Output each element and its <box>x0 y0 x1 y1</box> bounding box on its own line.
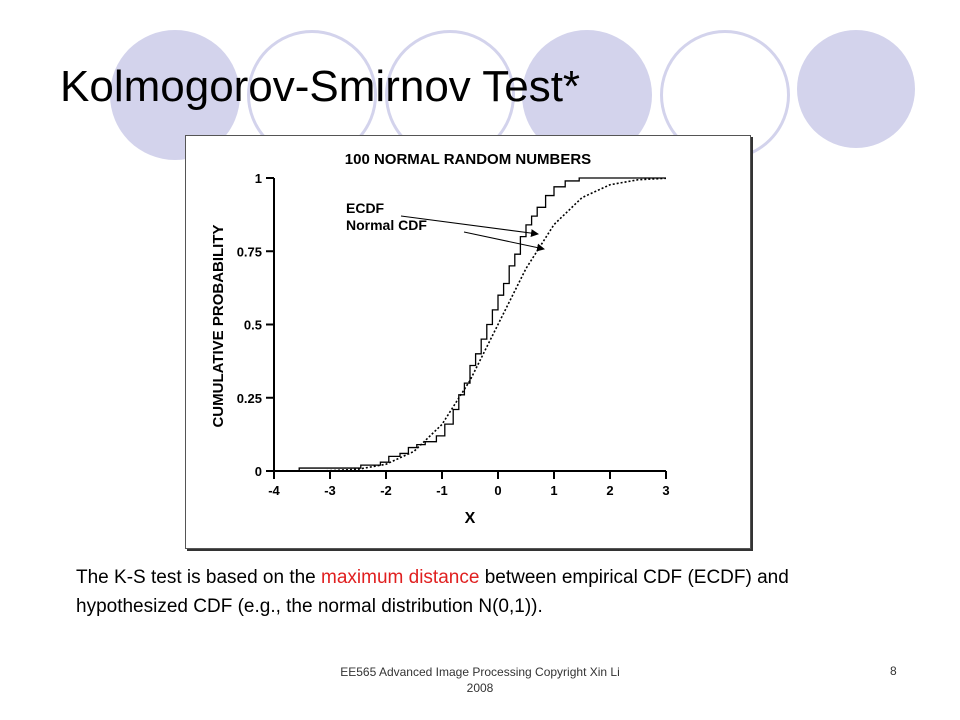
legend-normal-cdf-label: Normal CDF <box>346 217 427 233</box>
x-tick-label: -1 <box>436 483 448 498</box>
x-axis-label: X <box>465 510 476 527</box>
caption-text-end: between empirical CDF (ECDF) and hypothe… <box>76 567 789 617</box>
chart-title: 100 NORMAL RANDOM NUMBERS <box>345 151 591 168</box>
caption: The K-S test is based on the maximum dis… <box>76 563 856 621</box>
x-tick-label: 3 <box>662 483 669 498</box>
legend-ecdf-arrow <box>400 215 539 238</box>
slide-footer: EE565 Advanced Image Processing Copyrigh… <box>340 665 620 695</box>
legend-ecdf-label: ECDF <box>346 200 385 216</box>
chart-figure: 100 NORMAL RANDOM NUMBERS CUMULATIVE PRO… <box>185 135 751 549</box>
y-axis-label: CUMULATIVE PROBABILITY <box>210 224 227 427</box>
y-tick-label: 1 <box>255 171 262 186</box>
slide-title: Kolmogorov-Smirnov Test* <box>60 62 581 111</box>
x-tick-label: 0 <box>494 483 501 498</box>
x-tick-label: -2 <box>380 483 392 498</box>
caption-highlight: maximum distance <box>321 567 480 588</box>
x-tick-label: -3 <box>324 483 336 498</box>
y-tick-label: 0.25 <box>237 391 262 406</box>
x-tick-label: 2 <box>606 483 613 498</box>
decor-circle-3 <box>797 30 915 148</box>
page-number: 8 <box>890 664 897 678</box>
y-tick-label: 0.75 <box>237 244 262 259</box>
caption-text-start: The K-S test is based on the <box>76 567 322 588</box>
y-tick-label: 0.5 <box>244 318 262 333</box>
legend-normal-cdf-arrow <box>463 231 545 252</box>
cdf-chart: 100 NORMAL RANDOM NUMBERS CUMULATIVE PRO… <box>210 151 670 527</box>
y-tick-label: 0 <box>255 464 262 479</box>
x-tick-label: 1 <box>550 483 557 498</box>
x-tick-label: -4 <box>268 483 280 498</box>
normal-cdf-series-line <box>274 177 667 472</box>
